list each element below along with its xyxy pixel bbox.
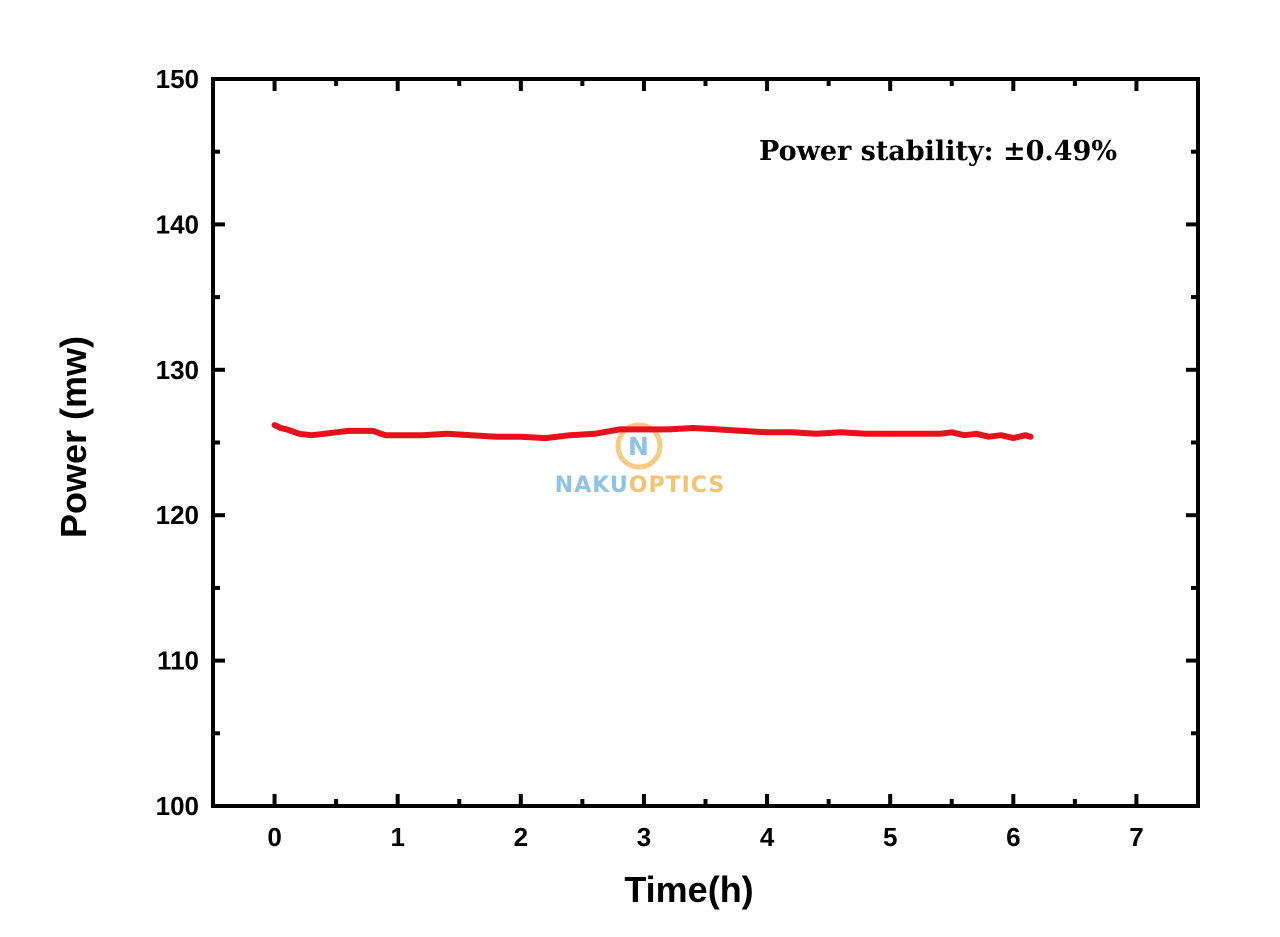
data-point <box>321 431 327 437</box>
data-point <box>296 431 302 437</box>
y-tick-label: 110 <box>157 646 199 676</box>
data-point <box>493 434 499 440</box>
watermark-text: NAKUOPTICS <box>555 473 725 498</box>
data-point <box>764 429 770 435</box>
y-tick-label: 140 <box>156 209 199 239</box>
x-tick-label: 5 <box>883 822 897 852</box>
data-point <box>1010 435 1016 441</box>
watermark-text-optics: OPTICS <box>629 473 725 498</box>
x-tick-label: 4 <box>760 822 775 852</box>
series-layer <box>271 422 1034 442</box>
data-point <box>592 431 598 437</box>
data-point <box>998 432 1004 438</box>
data-point <box>986 434 992 440</box>
data-point <box>813 431 819 437</box>
data-point <box>690 425 696 431</box>
data-point <box>542 435 548 441</box>
series-line-power <box>271 422 1034 442</box>
data-point <box>358 428 364 434</box>
watermark-text-naku: NAKU <box>555 473 629 498</box>
data-point <box>284 426 290 432</box>
axis-ticks <box>211 77 1200 808</box>
data-point <box>370 428 376 434</box>
tick-labels: 0 1 2 3 4 5 6 7 100 110 120 130 140 150 <box>156 64 1144 852</box>
data-point <box>419 432 425 438</box>
data-point <box>616 426 622 432</box>
x-tick-label: 6 <box>1006 822 1020 852</box>
data-point <box>333 429 339 435</box>
data-point <box>789 429 795 435</box>
data-point <box>936 431 942 437</box>
data-point <box>973 431 979 437</box>
data-point <box>395 432 401 438</box>
data-point <box>1028 434 1034 440</box>
data-point <box>887 431 893 437</box>
watermark-ring <box>615 422 663 470</box>
data-point <box>739 428 745 434</box>
watermark-logo: N NAKUOPTICS <box>555 422 725 498</box>
data-point <box>666 426 672 432</box>
data-point <box>345 428 351 434</box>
x-tick-label: 3 <box>637 822 651 852</box>
x-tick-label: 2 <box>514 822 528 852</box>
data-point <box>382 432 388 438</box>
data-point <box>567 432 573 438</box>
data-point <box>912 431 918 437</box>
y-tick-label: 130 <box>156 355 199 385</box>
data-point <box>518 434 524 440</box>
stability-annotation: Power stability: ±0.49% <box>759 136 1117 167</box>
x-tick-label: 0 <box>267 822 281 852</box>
data-point <box>444 431 450 437</box>
y-tick-label: 150 <box>156 64 199 94</box>
x-axis-title: Time(h) <box>624 869 753 910</box>
data-point <box>863 431 869 437</box>
data-point <box>715 426 721 432</box>
data-point <box>278 425 284 431</box>
data-point <box>641 426 647 432</box>
x-tick-label: 1 <box>390 822 404 852</box>
plot-frame <box>211 77 1200 808</box>
data-point <box>949 429 955 435</box>
y-tick-label: 120 <box>156 500 199 530</box>
x-tick-label: 7 <box>1129 822 1143 852</box>
data-point <box>838 429 844 435</box>
data-point <box>961 432 967 438</box>
data-point <box>309 432 314 438</box>
data-point <box>469 432 475 438</box>
watermark-logo-letter: N <box>628 432 650 461</box>
data-point <box>272 422 278 428</box>
data-point <box>1023 432 1029 438</box>
y-axis-title: Power (mw) <box>53 336 94 538</box>
y-tick-label: 100 <box>156 791 199 821</box>
